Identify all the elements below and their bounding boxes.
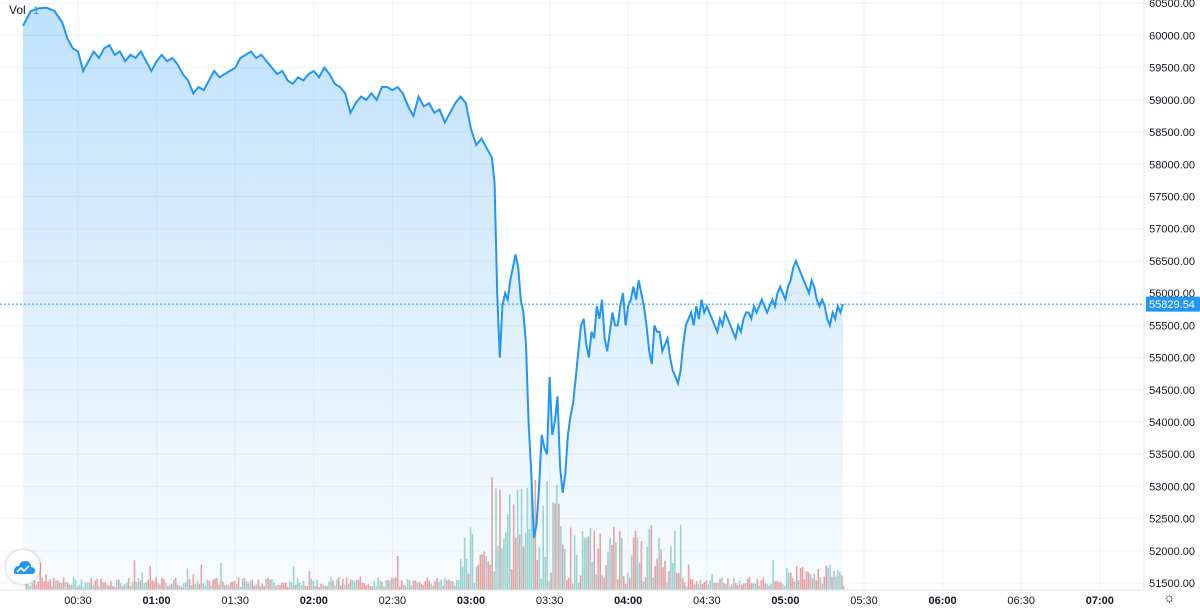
time-tick-label: 07:00 [1086, 595, 1114, 607]
time-tick-label: 06:00 [929, 595, 957, 607]
time-tick-label: 01:30 [221, 595, 249, 607]
price-tick-label: 58500.00 [1149, 127, 1195, 139]
time-tick-label: 02:00 [300, 595, 328, 607]
price-tick-label: 52000.00 [1149, 546, 1195, 558]
price-axis[interactable]: 60500.00 60000.00 59500.00 59000.00 58500.00… [1149, 0, 1195, 590]
price-tick-label: 60500.00 [1149, 0, 1195, 10]
time-tick-label: 05:30 [850, 595, 878, 607]
price-tick-label: 53000.00 [1149, 481, 1195, 493]
time-tick-label: 02:30 [379, 595, 407, 607]
price-tick-label: 56500.00 [1149, 256, 1195, 268]
price-tick-label: 55500.00 [1149, 320, 1195, 332]
price-tick-label: 57000.00 [1149, 224, 1195, 236]
price-tick-label: 51500.00 [1149, 578, 1195, 590]
time-axis[interactable]: 00:30 01:00 01:30 02:00 02:30 03:00 03:30 04:00… [64, 595, 1114, 607]
price-tick-label: 57500.00 [1149, 192, 1195, 204]
time-tick-label: 06:30 [1007, 595, 1035, 607]
price-tick-label: 54000.00 [1149, 417, 1195, 429]
time-tick-label: 00:30 [64, 595, 92, 607]
volume-legend-value: 1 [33, 5, 40, 17]
price-tick-label: 59000.00 [1149, 95, 1195, 107]
tradingview-cloud-icon [14, 561, 35, 574]
time-tick-label: 03:00 [457, 595, 485, 607]
logo-button[interactable] [6, 550, 40, 584]
price-tick-label: 58000.00 [1149, 159, 1195, 171]
last-price-tag: 55829.54 [1146, 296, 1200, 312]
last-price-label: 55829.54 [1149, 299, 1195, 311]
price-tick-label: 52500.00 [1149, 514, 1195, 526]
price-tick-label: 60000.00 [1149, 30, 1195, 42]
price-line [22, 6, 844, 539]
time-tick-label: 05:00 [771, 595, 799, 607]
price-tick-label: 53500.00 [1149, 449, 1195, 461]
volume-bar [843, 585, 845, 590]
time-tick-label: 01:00 [143, 595, 171, 607]
time-tick-label: 04:00 [614, 595, 642, 607]
price-area [23, 7, 843, 590]
price-tick-label: 59500.00 [1149, 63, 1195, 75]
gear-icon[interactable]: ☼ [1163, 589, 1176, 605]
volume-legend: Vol 1 [9, 3, 39, 17]
time-tick-label: 04:30 [693, 595, 721, 607]
price-tick-label: 54500.00 [1149, 385, 1195, 397]
time-tick-label: 03:30 [536, 595, 564, 607]
volume-legend-label: Vol [9, 3, 26, 17]
price-tick-label: 55000.00 [1149, 353, 1195, 365]
